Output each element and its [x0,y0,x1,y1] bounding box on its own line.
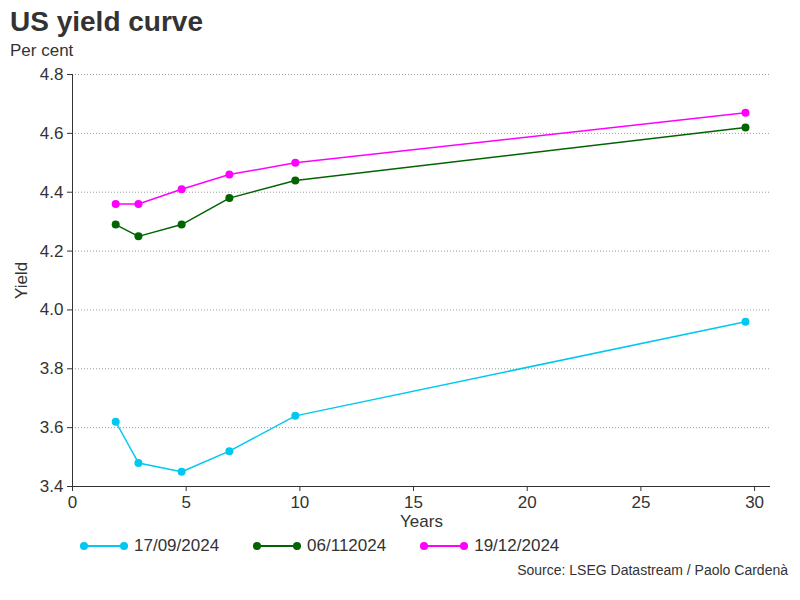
svg-text:30: 30 [745,493,764,512]
svg-text:10: 10 [290,493,309,512]
html-text:06/112024: 06/112024 [307,536,387,555]
svg-text:20: 20 [518,493,537,512]
svg-text:Years: Years [400,512,443,531]
svg-text:3.4: 3.4 [40,477,64,496]
svg-text:3.8: 3.8 [40,359,64,378]
html-text:17/09/2024: 17/09/2024 [134,536,220,555]
html-text:19/12/2024: 19/12/2024 [474,536,560,555]
html-text:Source: LSEG Datastream / Paol: Source: LSEG Datastream / Paolo Cardenà [517,562,788,578]
svg-text:4.2: 4.2 [40,242,64,261]
html-text:Per cent: Per cent [10,41,74,60]
svg-text:0: 0 [68,493,77,512]
svg-text:Yield: Yield [12,262,31,299]
svg-text:25: 25 [631,493,650,512]
svg-text:4.8: 4.8 [40,65,64,84]
svg-text:4.4: 4.4 [40,183,64,202]
svg-text:15: 15 [404,493,423,512]
html-text:US yield curve: US yield curve [10,6,203,37]
svg-text:4.0: 4.0 [40,300,64,319]
svg-text:5: 5 [181,493,190,512]
svg-text:3.6: 3.6 [40,418,64,437]
svg-text:4.6: 4.6 [40,124,64,143]
